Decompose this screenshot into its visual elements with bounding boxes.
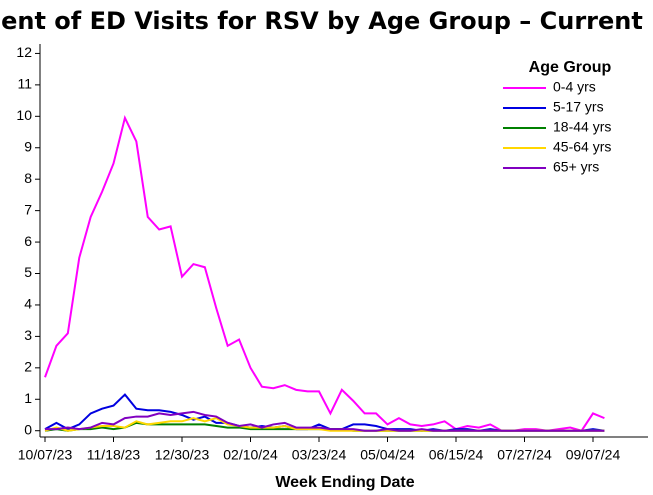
- legend-label: 65+ yrs: [553, 159, 599, 175]
- legend-label: 18-44 yrs: [553, 119, 611, 135]
- y-tick-label: 11: [17, 76, 32, 92]
- x-tick-label: 07/27/24: [497, 447, 552, 463]
- legend-label: 5-17 yrs: [553, 99, 604, 115]
- x-tick-label: 06/15/24: [429, 447, 484, 463]
- x-tick-label: 02/10/24: [223, 447, 278, 463]
- legend-label: 0-4 yrs: [553, 79, 596, 95]
- series-line: [45, 410, 605, 432]
- y-tick-label: 0: [24, 421, 32, 437]
- x-tick-label: 11/18/23: [87, 447, 141, 463]
- y-tick-label: 12: [16, 44, 32, 60]
- y-tick-label: 3: [24, 327, 32, 343]
- y-tick-label: 4: [24, 296, 32, 312]
- x-tick-label: 03/23/24: [292, 447, 347, 463]
- x-tick-label: 12/30/23: [155, 447, 210, 463]
- y-tick-label: 1: [24, 390, 32, 406]
- y-tick-label: 2: [24, 359, 32, 375]
- y-tick-label: 10: [16, 107, 32, 123]
- y-tick-label: 7: [24, 201, 32, 217]
- legend-label: 45-64 yrs: [553, 139, 611, 155]
- y-tick-label: 9: [24, 138, 32, 154]
- y-tick-label: 8: [24, 170, 32, 186]
- x-tick-label: 05/04/24: [360, 447, 415, 463]
- y-tick-label: 5: [24, 264, 32, 280]
- legend-title: Age Group: [529, 59, 612, 76]
- x-tick-label: 09/07/24: [566, 447, 621, 463]
- series-line: [44, 114, 605, 432]
- chart-title: Percent of ED Visits for RSV by Age Grou…: [0, 7, 653, 35]
- y-tick-label: 6: [24, 233, 32, 249]
- x-axis-title: Week Ending Date: [275, 474, 414, 491]
- x-tick-label: 10/07/23: [18, 447, 73, 463]
